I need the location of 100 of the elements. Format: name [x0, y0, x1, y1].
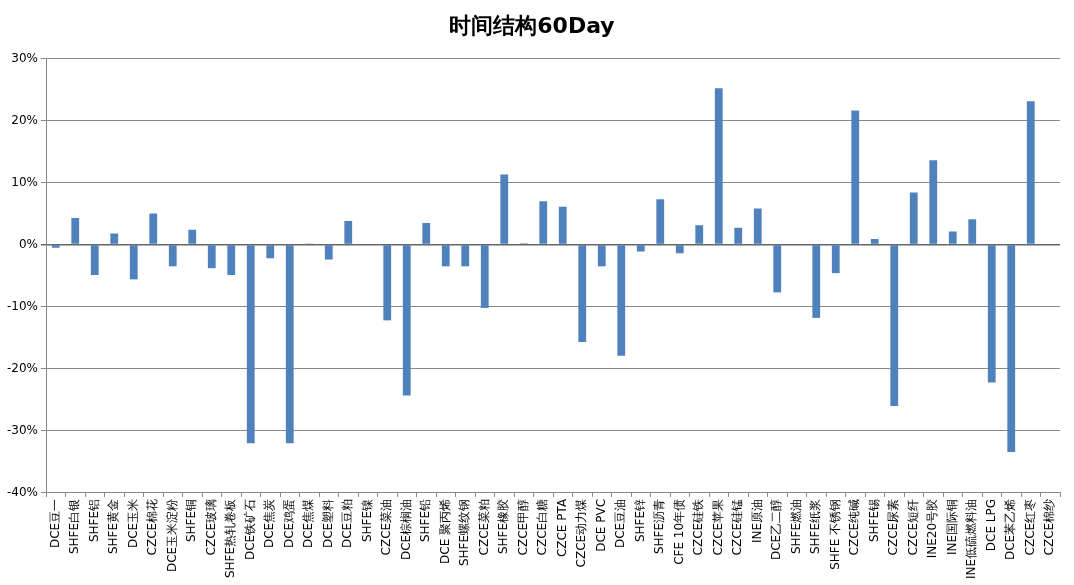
x-tick-label: SHFE镍 [359, 498, 374, 543]
bar [402, 245, 411, 396]
bar [129, 245, 138, 280]
x-tick-label: CZCE尿素 [886, 498, 901, 556]
bar [51, 245, 60, 248]
x-tick-label: DCE玉米淀粉 [164, 498, 179, 573]
x-tick-label: CZCE苹果 [710, 498, 725, 556]
x-tick-label: SHFE锌 [632, 498, 647, 543]
x-tick-label: DCE焦炭 [262, 498, 277, 549]
bar [695, 225, 704, 244]
x-tick-label: DCE铁矿石 [242, 498, 257, 561]
bar [207, 245, 216, 269]
bar [383, 245, 392, 321]
x-tick-label: CZCE菜粕 [476, 498, 491, 556]
y-tick-label: 20% [11, 112, 38, 127]
x-tick-label: SHFE橡胶 [496, 498, 511, 555]
x-tick-label: DCE棕榈油 [398, 498, 413, 561]
x-tick-label: CZCE PTA [554, 498, 569, 558]
y-tick-label: 10% [11, 174, 38, 189]
x-tick-label: SHFE纸浆 [808, 498, 823, 555]
bar [1007, 245, 1016, 452]
bar [773, 245, 782, 293]
x-tick-label: DCE塑料 [320, 498, 335, 549]
bar [617, 245, 626, 356]
x-tick-label: DCE 聚丙烯 [437, 498, 452, 564]
bar [675, 245, 684, 254]
x-tick-label: CZCE短纤 [905, 498, 920, 556]
x-tick-label: INE20号胶 [925, 498, 940, 559]
bar [480, 245, 489, 308]
bar [890, 245, 899, 406]
bar [578, 245, 587, 343]
bar [812, 245, 821, 318]
y-tick-label: -30% [6, 422, 38, 437]
bar [753, 208, 762, 244]
bar [324, 245, 333, 260]
bar [422, 222, 431, 244]
y-tick-label: -10% [6, 298, 38, 313]
x-tick-label: DCE玉米 [125, 498, 140, 549]
bar [71, 217, 80, 244]
bar [929, 160, 938, 244]
x-tick-label: CZCE红枣 [1022, 498, 1037, 556]
x-tick-label: CZCE动力煤 [574, 498, 589, 568]
x-tick-label: CZCE硅铁 [691, 498, 706, 556]
y-tick-label: 0% [18, 236, 38, 251]
bar [714, 88, 723, 244]
bar [636, 245, 645, 252]
x-tick-label: SHFE锡 [866, 498, 881, 543]
x-tick-label: CZCE纯碱 [847, 498, 862, 556]
bar [851, 110, 860, 244]
bar [168, 245, 177, 267]
x-tick-label: CZCE硅锰 [730, 498, 745, 556]
x-tick-label: DCE苯乙烯 [1003, 498, 1018, 561]
x-tick-label: DCE豆一 [47, 498, 62, 549]
x-tick-label: DCE鸡蛋 [281, 498, 296, 549]
bar [539, 201, 548, 244]
bar [734, 227, 743, 244]
bar [227, 245, 236, 276]
x-tick-label: CZCE白糖 [535, 498, 550, 556]
x-tick-label: INE国际铜 [944, 498, 959, 556]
chart-title: 时间结构60Day [449, 12, 615, 38]
bar [149, 213, 158, 244]
x-tick-label: SHFE铝 [86, 498, 101, 543]
x-tick-label: SHFE燃油 [788, 498, 803, 555]
x-tick-label: DCE焦煤 [301, 498, 316, 549]
bar [90, 245, 99, 276]
x-tick-label: CFE 10年债 [671, 498, 686, 565]
x-tick-label: CZCE玻璃 [203, 498, 218, 556]
y-tick-label: 30% [11, 50, 38, 65]
bar [656, 199, 665, 244]
x-tick-label: SHFE螺纹钢 [457, 498, 472, 567]
x-tick-label: SHFE 不锈钢 [827, 498, 842, 570]
bar [831, 245, 840, 274]
x-tick-label: INE低硫燃料油 [964, 498, 979, 580]
y-tick-label: -20% [6, 360, 38, 375]
x-tick-label: SHFE铅 [418, 498, 433, 543]
bar [1026, 101, 1035, 244]
x-tick-label: DCE豆油 [613, 498, 628, 549]
bar [968, 219, 977, 244]
bar [285, 245, 294, 444]
bar [597, 245, 606, 267]
bar [500, 174, 509, 244]
bar [987, 245, 996, 383]
bar [266, 245, 275, 259]
bar [461, 245, 470, 267]
bar [909, 192, 918, 244]
bar [558, 206, 567, 244]
x-tick-label: SHFE铜 [184, 498, 199, 543]
x-tick-label: DCE豆粕 [340, 498, 355, 549]
bar [188, 229, 197, 244]
x-tick-label: CZCE棉纱 [1042, 498, 1057, 556]
bar [870, 239, 879, 244]
x-tick-label: SHFE黄金 [106, 498, 121, 555]
bar [948, 231, 957, 244]
x-tick-label: SHFE白银 [67, 498, 82, 555]
x-tick-label: SHFE沥青 [652, 498, 667, 555]
y-tick-label: -40% [6, 485, 38, 500]
x-tick-label: CZCE甲醇 [515, 498, 530, 556]
x-tick-label: CZCE菜油 [379, 498, 394, 556]
bar [110, 233, 119, 244]
bar [246, 245, 255, 444]
